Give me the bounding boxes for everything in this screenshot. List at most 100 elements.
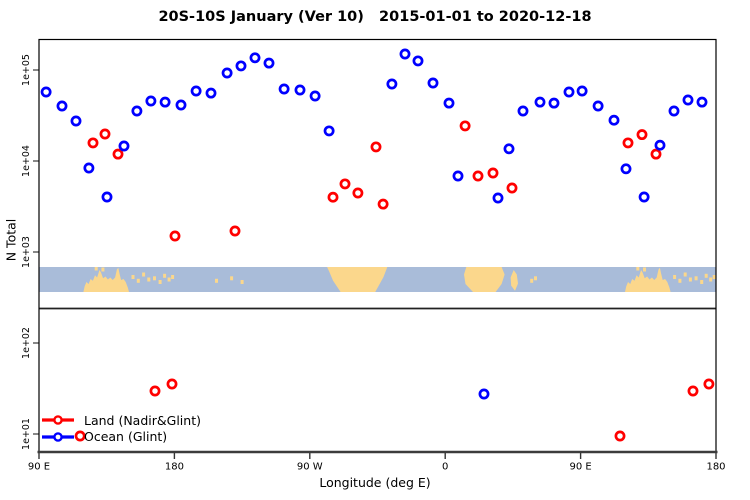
- data-point: [205, 87, 217, 99]
- data-point: [654, 139, 666, 151]
- data-point: [131, 105, 143, 117]
- data-point: [323, 125, 335, 137]
- island-speck: [167, 277, 171, 282]
- data-point: [70, 115, 82, 127]
- data-point: [682, 94, 694, 106]
- data-point: [278, 83, 290, 95]
- ocean-legend-symbol: [42, 431, 74, 442]
- data-point: [112, 148, 124, 160]
- data-point: [503, 143, 515, 155]
- data-point: [548, 97, 560, 109]
- data-point: [487, 167, 499, 179]
- data-point: [636, 129, 648, 141]
- legend-label-land: Land (Nadir&Glint): [84, 412, 201, 428]
- island-speck: [534, 276, 537, 281]
- data-point: [101, 191, 113, 203]
- data-point: [229, 225, 241, 237]
- data-point: [563, 86, 575, 98]
- island-speck: [673, 275, 677, 279]
- data-point: [703, 378, 715, 390]
- data-point: [452, 170, 464, 182]
- x-tick-label: 90 E: [569, 462, 591, 473]
- data-point: [235, 60, 247, 72]
- plot-border: [38, 38, 717, 453]
- data-point: [534, 96, 546, 108]
- data-point: [149, 385, 161, 397]
- data-point: [506, 182, 518, 194]
- island-speck: [688, 277, 692, 282]
- data-point: [118, 140, 130, 152]
- y-tick-label: 1e+02: [21, 327, 32, 359]
- land-australia-newguinea: [83, 267, 129, 292]
- x-tick-label: 180: [165, 462, 184, 473]
- data-point: [145, 95, 157, 107]
- data-point: [249, 52, 261, 64]
- island-speck: [101, 267, 105, 272]
- island-speck: [712, 275, 716, 279]
- data-point: [650, 148, 662, 160]
- legend: Land (Nadir&Glint) Ocean (Glint): [41, 412, 201, 445]
- series-ocean: [40, 48, 708, 400]
- island-speck: [94, 267, 98, 271]
- series-land: [74, 120, 715, 442]
- island-speck: [683, 272, 687, 277]
- y-axis: 1e+05 1e+04 1e+03 1e+02 1e+01: [21, 54, 39, 450]
- land-legend-symbol: [42, 415, 74, 426]
- data-point: [592, 100, 604, 112]
- data-point: [472, 170, 484, 182]
- data-point: [638, 191, 650, 203]
- x-axis-title: Longitude (deg E): [319, 475, 431, 490]
- data-point: [443, 97, 455, 109]
- data-point: [40, 86, 52, 98]
- island-speck: [230, 276, 234, 281]
- data-point: [352, 187, 364, 199]
- x-tick-label: 0: [442, 462, 448, 473]
- data-point: [370, 141, 382, 153]
- island-speck: [694, 276, 698, 281]
- land-australia-newguinea: [625, 267, 671, 292]
- data-point: [166, 378, 178, 390]
- island-speck: [530, 278, 534, 283]
- x-tick-label: 90 W: [297, 462, 323, 473]
- data-point: [427, 77, 439, 89]
- data-point: [56, 100, 68, 112]
- y-tick-label: 1e+05: [21, 54, 32, 86]
- data-point: [696, 96, 708, 108]
- y-tick-label: 1e+03: [21, 236, 32, 268]
- data-point: [478, 388, 490, 400]
- island-speck: [215, 278, 218, 283]
- data-point: [608, 114, 620, 126]
- island-speck: [704, 273, 708, 278]
- data-point: [377, 198, 389, 210]
- x-tick-label: 180: [706, 462, 725, 473]
- island-speck: [142, 272, 146, 277]
- data-point: [263, 57, 275, 69]
- x-tick-label: 90 E: [28, 462, 50, 473]
- island-speck: [163, 273, 167, 278]
- legend-label-ocean: Ocean (Glint): [84, 429, 168, 445]
- data-point: [576, 85, 588, 97]
- data-point: [459, 120, 471, 132]
- data-point: [169, 230, 181, 242]
- y-tick-label: 1e+01: [21, 418, 32, 450]
- data-point: [190, 85, 202, 97]
- data-point: [339, 178, 351, 190]
- island-speck: [240, 280, 244, 284]
- island-speck: [153, 276, 156, 281]
- island-speck: [158, 280, 162, 284]
- land-madagascar: [510, 270, 518, 291]
- data-point: [221, 67, 233, 79]
- island-speck: [709, 277, 713, 282]
- island-speck: [643, 267, 646, 272]
- data-point: [620, 163, 632, 175]
- chart-title: 20S-10S January (Ver 10) 2015-01-01 to 2…: [158, 9, 592, 25]
- island-speck: [131, 275, 135, 279]
- data-point: [309, 90, 321, 102]
- island-speck: [636, 267, 640, 271]
- island-speck: [678, 278, 682, 283]
- island-speck: [147, 277, 151, 282]
- data-point: [175, 99, 187, 111]
- map-strip: [39, 267, 716, 292]
